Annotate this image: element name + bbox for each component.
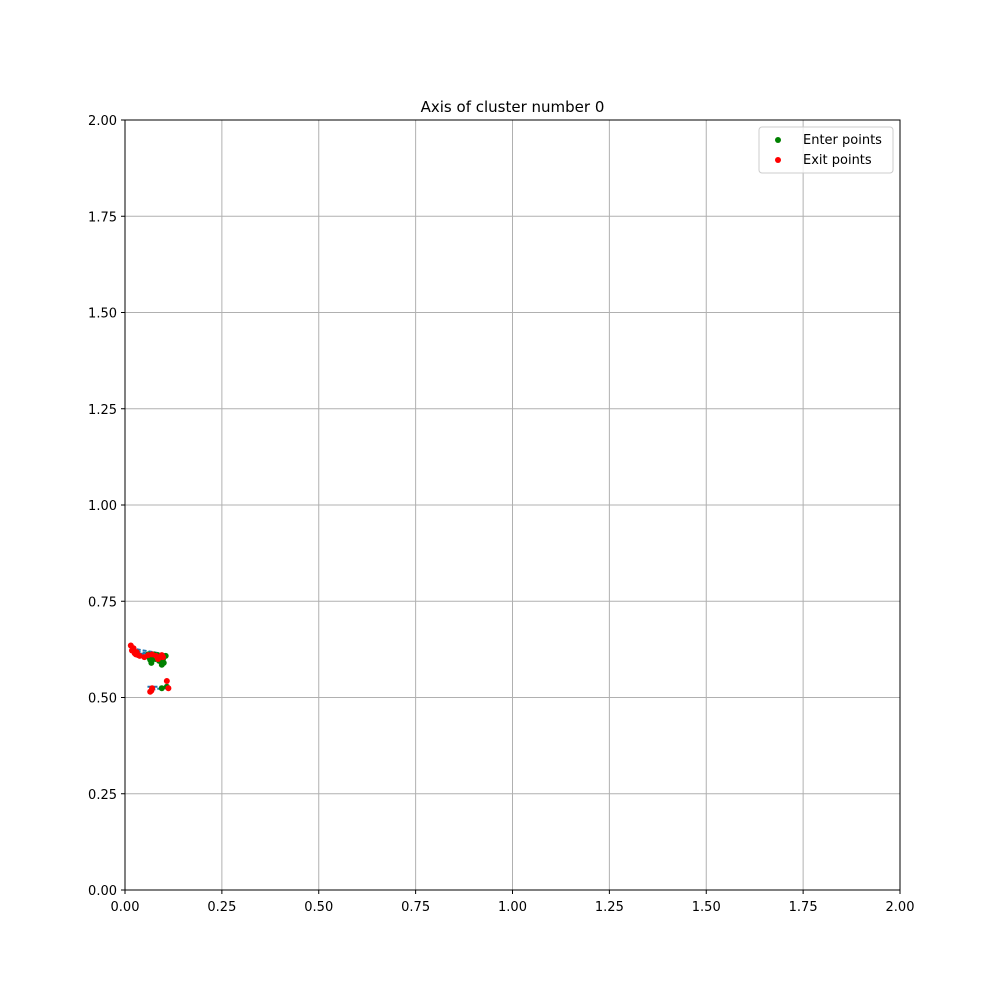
x-tick-label: 0.75 bbox=[401, 900, 430, 915]
grid-lines bbox=[124, 119, 901, 891]
enter-point bbox=[160, 659, 167, 666]
exit-point bbox=[149, 685, 156, 692]
x-tick-label: 1.50 bbox=[692, 900, 721, 915]
scatter-points bbox=[127, 642, 172, 695]
enter-point bbox=[147, 656, 154, 663]
y-tick-label: 1.25 bbox=[88, 403, 117, 418]
x-tick-label: 2.00 bbox=[886, 900, 915, 915]
exit-point bbox=[163, 677, 170, 684]
y-tick-label: 1.75 bbox=[88, 210, 117, 225]
y-tick-label: 1.50 bbox=[88, 307, 117, 322]
exit-point bbox=[136, 652, 143, 659]
legend-box bbox=[758, 126, 894, 174]
legend-label-exit: Exit points bbox=[803, 153, 872, 168]
legend-label-enter: Enter points bbox=[803, 133, 882, 148]
x-tick-label: 0.50 bbox=[304, 900, 333, 915]
y-axis-ticks: 0.00 0.25 0.50 0.75 1.00 1.25 1.50 1.75 2.00 bbox=[88, 114, 125, 899]
y-tick-label: 2.00 bbox=[88, 114, 117, 129]
y-tick-label: 0.75 bbox=[88, 595, 117, 610]
y-tick-label: 0.00 bbox=[88, 884, 117, 899]
legend-marker-exit bbox=[775, 157, 781, 163]
y-tick-label: 0.50 bbox=[88, 692, 117, 707]
x-tick-label: 0.00 bbox=[111, 900, 140, 915]
x-axis-ticks: 0.00 0.25 0.50 0.75 1.00 1.25 1.50 1.75 2.00 bbox=[111, 890, 915, 915]
x-tick-label: 1.75 bbox=[789, 900, 818, 915]
x-tick-label: 1.25 bbox=[595, 900, 624, 915]
x-tick-label: 1.00 bbox=[498, 900, 527, 915]
enter-point bbox=[158, 685, 165, 692]
legend: Enter points Exit points bbox=[758, 126, 894, 174]
y-tick-label: 1.00 bbox=[88, 499, 117, 514]
exit-point bbox=[159, 654, 166, 661]
y-tick-label: 0.25 bbox=[88, 788, 117, 803]
exit-point bbox=[165, 685, 172, 692]
legend-marker-enter bbox=[775, 137, 781, 143]
chart-title: Axis of cluster number 0 bbox=[421, 98, 605, 116]
x-tick-label: 0.25 bbox=[207, 900, 236, 915]
